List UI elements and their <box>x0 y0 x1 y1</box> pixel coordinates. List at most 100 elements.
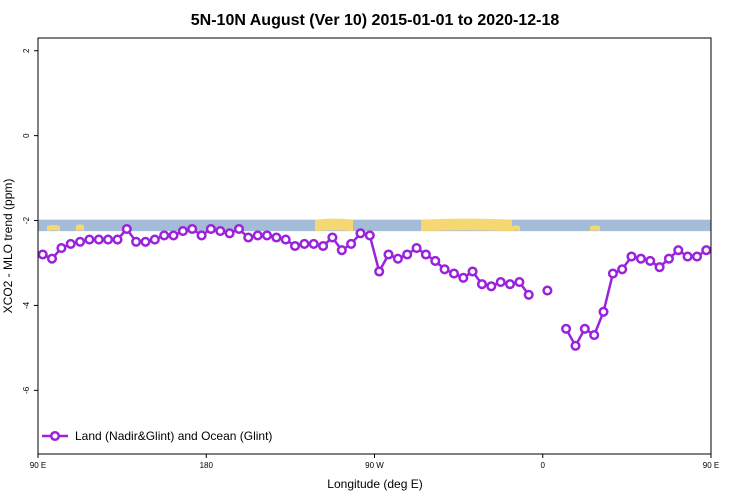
y-axis: 2 0 -2 -4 -6 <box>22 48 38 394</box>
data-point <box>514 277 525 288</box>
data-point <box>159 230 170 241</box>
data-point <box>289 240 301 252</box>
data-point <box>701 245 711 256</box>
data-point <box>607 268 618 279</box>
data-point <box>589 330 600 341</box>
data-point <box>280 234 291 245</box>
data-point <box>168 230 179 241</box>
data-point <box>439 264 450 275</box>
x-tick-label: 90 E <box>703 461 719 470</box>
data-point <box>411 243 422 254</box>
y-axis-label: XCO2 - MLO trend (ppm) <box>1 179 15 314</box>
data-point <box>476 279 488 290</box>
data-point <box>392 253 403 264</box>
data-point <box>215 226 226 237</box>
data-point <box>364 230 375 241</box>
land-patch <box>512 225 520 232</box>
x-tick-label: 180 <box>200 461 214 470</box>
data-point <box>196 230 207 241</box>
data-point <box>691 251 703 262</box>
data-point <box>383 249 394 260</box>
data-point <box>261 230 273 241</box>
data-point <box>56 243 67 254</box>
data-point <box>645 255 656 266</box>
land-ocean-strip <box>38 218 711 232</box>
data-point <box>224 228 235 239</box>
data-point <box>374 266 385 277</box>
data-point <box>598 306 609 317</box>
data-point <box>504 279 516 290</box>
land-patch <box>421 218 512 232</box>
data-point <box>486 281 497 292</box>
data-point <box>430 255 441 266</box>
data-point <box>140 236 151 247</box>
data-point <box>187 223 198 235</box>
data-point <box>346 238 357 249</box>
ocean-band <box>38 219 711 232</box>
data-point <box>523 289 534 300</box>
data-point <box>121 223 132 235</box>
legend-marker-swatch <box>49 430 61 442</box>
data-point <box>65 238 76 249</box>
legend: Land (Nadir&Glint) and Ocean (Glint) <box>42 429 272 443</box>
data-point <box>663 253 674 264</box>
data-point <box>402 249 413 260</box>
data-point <box>654 262 665 273</box>
data-point <box>731 244 739 252</box>
x-axis: 90 E 180 90 W 0 90 E <box>30 454 719 470</box>
data-point <box>327 232 338 243</box>
chart-title: 5N-10N August (Ver 10) 2015-01-01 to 202… <box>191 12 560 29</box>
data-point <box>205 223 216 235</box>
x-axis-label: Longitude (deg E) <box>327 477 422 491</box>
x-tick-label: 0 <box>541 461 546 470</box>
y-tick-label: -6 <box>22 386 31 394</box>
data-point <box>682 251 693 262</box>
data-point <box>721 255 729 263</box>
data-point <box>38 249 48 260</box>
legend-entry: Land (Nadir&Glint) and Ocean (Glint) <box>75 429 272 443</box>
y-tick-label: -2 <box>22 216 31 224</box>
data-point <box>542 285 553 296</box>
data-point <box>131 236 142 247</box>
y-tick-label: -4 <box>22 301 31 309</box>
data-point <box>149 234 160 245</box>
data-point <box>448 268 460 279</box>
plot-frame <box>37 37 712 455</box>
data-point <box>420 249 431 260</box>
data-point <box>561 323 572 334</box>
series-line <box>565 248 711 348</box>
data-point <box>710 252 711 257</box>
data-point <box>103 234 114 245</box>
data-point <box>308 238 319 249</box>
data-point <box>570 340 581 351</box>
data-point <box>75 236 86 247</box>
data-point <box>177 226 188 237</box>
data-point <box>84 234 95 245</box>
data-point <box>626 251 637 262</box>
data-point <box>467 266 478 277</box>
data-point <box>579 323 590 334</box>
land-patch <box>315 218 353 232</box>
y-tick-label: 0 <box>22 133 31 138</box>
data-point <box>46 253 58 264</box>
land-patch <box>590 225 600 232</box>
data-point <box>93 234 104 245</box>
land-patch <box>47 224 60 232</box>
data-point <box>299 238 310 249</box>
data-point <box>233 223 245 235</box>
data-point <box>617 264 628 275</box>
land-patch <box>76 224 84 232</box>
data-point <box>252 230 263 241</box>
data-point <box>355 228 366 239</box>
data-point <box>336 245 347 256</box>
x-tick-label: 90 E <box>30 461 46 470</box>
data-point <box>271 232 282 243</box>
data-point <box>635 253 646 264</box>
data-point <box>740 240 748 248</box>
data-point <box>318 240 329 252</box>
y-tick-label: 2 <box>22 48 31 53</box>
series-layer <box>38 223 748 351</box>
data-point <box>112 234 123 245</box>
data-point <box>495 277 506 288</box>
